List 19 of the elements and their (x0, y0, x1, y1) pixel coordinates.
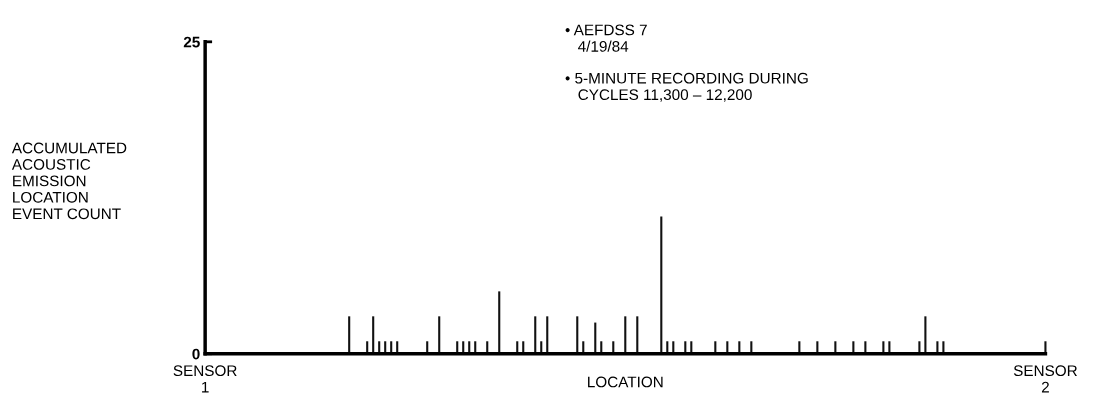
bar (438, 316, 441, 354)
bar (372, 316, 375, 354)
annotation: • AEFDSS 7 4/19/84 (565, 24, 647, 52)
x-tick-label: SENSOR 1 (173, 365, 237, 393)
bar (498, 291, 501, 354)
x-axis-title: LOCATION (588, 376, 663, 388)
y-tick-label: 0 (192, 348, 200, 360)
bar (924, 316, 927, 354)
bar (546, 316, 549, 354)
bar (660, 216, 663, 354)
bar (576, 316, 579, 354)
annotation: • 5-MINUTE RECORDING DURING CYCLES 11,300 – 12,200 (565, 72, 808, 102)
bar (636, 316, 639, 354)
bar (348, 316, 351, 354)
bar (624, 316, 627, 354)
x-tick-label: SENSOR 2 (1013, 365, 1077, 393)
y-axis-title: ACCUMULATED ACOUSTIC EMISSION LOCATION EVENT COUNT (11, 142, 127, 220)
y-tick-label: 25 (183, 36, 200, 48)
bar (534, 316, 537, 354)
